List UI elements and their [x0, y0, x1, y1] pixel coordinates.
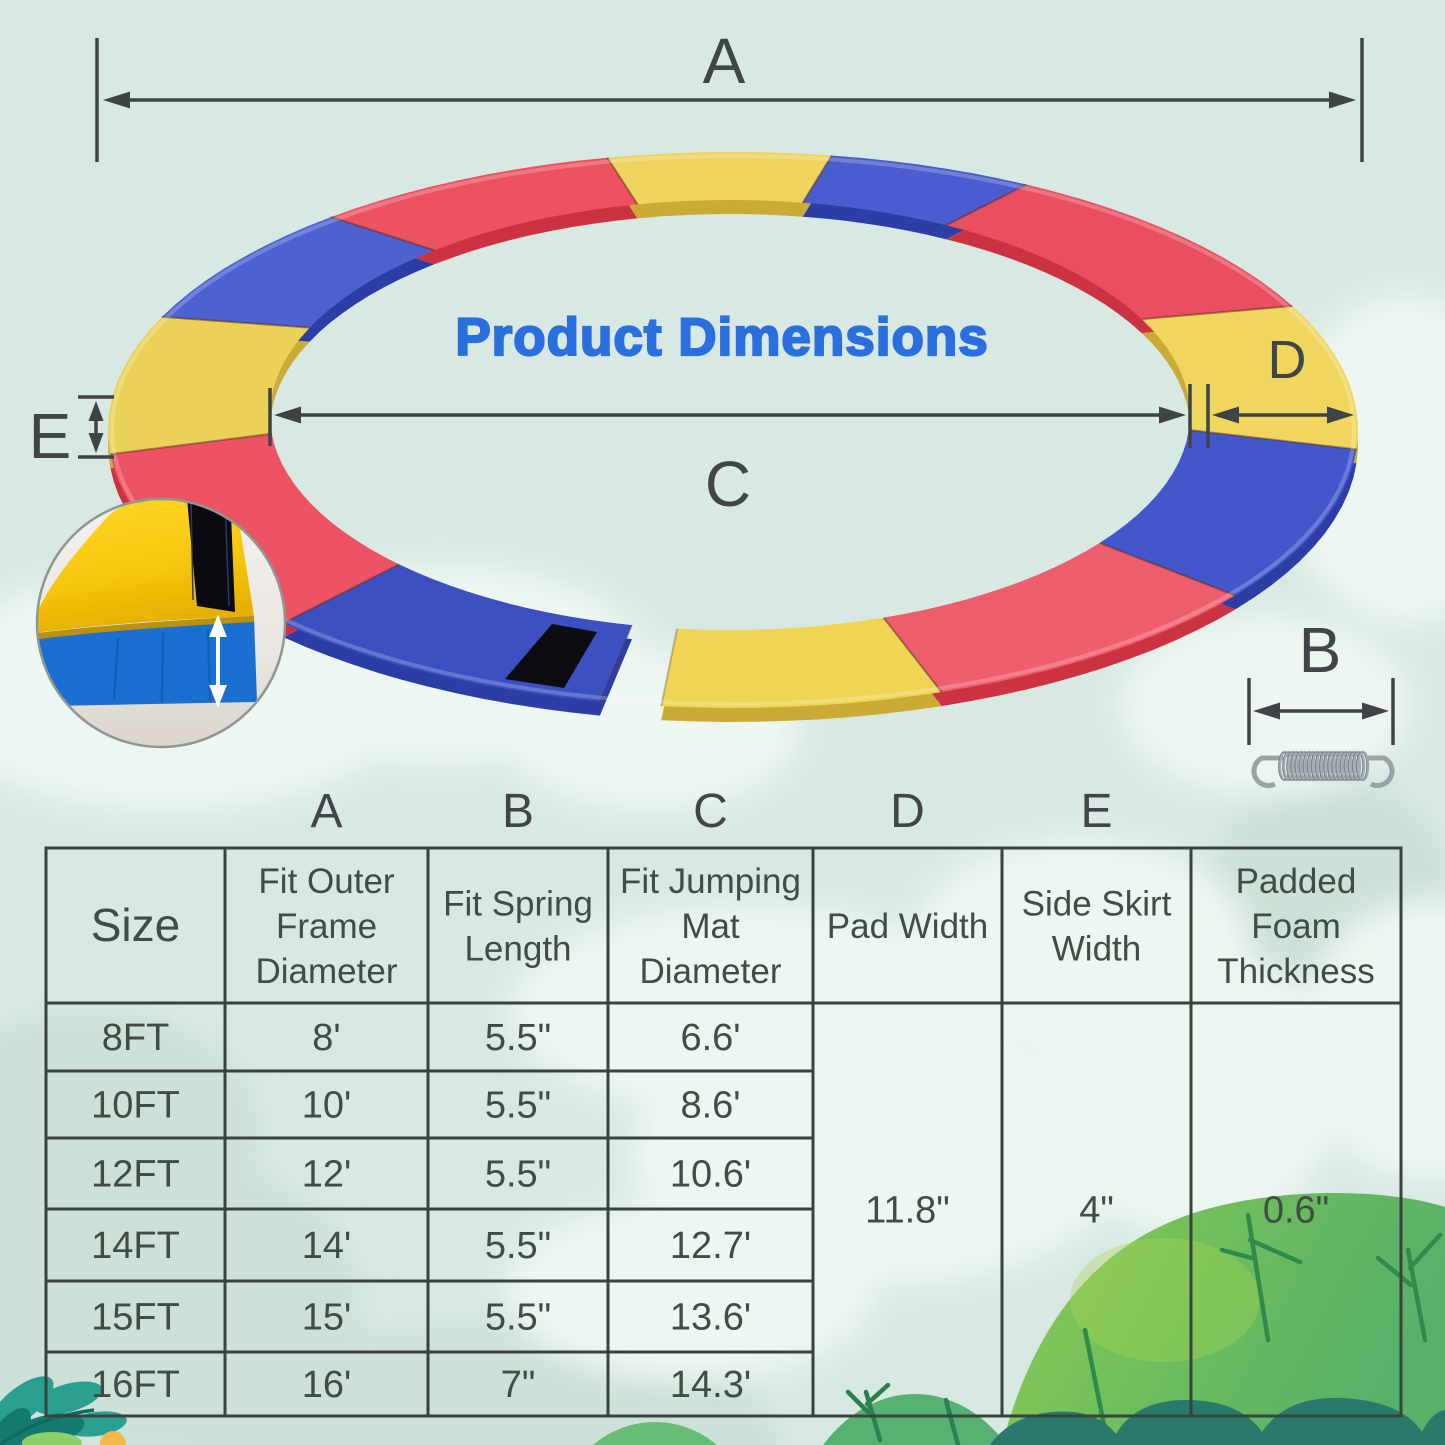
svg-text:12FT: 12FT — [91, 1154, 180, 1196]
svg-text:D: D — [890, 785, 925, 838]
svg-text:Side Skirt: Side Skirt — [1022, 884, 1172, 923]
svg-text:A: A — [703, 25, 746, 97]
svg-text:13.6': 13.6' — [670, 1297, 751, 1339]
svg-text:Diameter: Diameter — [256, 952, 398, 991]
svg-text:C: C — [693, 785, 728, 838]
svg-text:10FT: 10FT — [91, 1085, 180, 1127]
svg-text:5.5": 5.5" — [485, 1225, 551, 1267]
svg-text:15': 15' — [302, 1297, 352, 1339]
svg-text:Foam: Foam — [1251, 907, 1340, 946]
svg-text:Padded: Padded — [1236, 862, 1357, 901]
svg-text:5.5": 5.5" — [485, 1297, 551, 1339]
svg-text:Mat: Mat — [681, 907, 740, 946]
svg-text:C: C — [705, 448, 751, 520]
svg-text:Product Dimensions: Product Dimensions — [455, 308, 988, 367]
svg-text:Length: Length — [464, 929, 571, 968]
svg-text:D: D — [1268, 330, 1307, 390]
svg-text:A: A — [310, 785, 342, 838]
svg-text:5.5": 5.5" — [485, 1085, 551, 1127]
svg-text:12.7': 12.7' — [670, 1225, 751, 1267]
svg-text:Size: Size — [91, 899, 180, 951]
svg-text:16FT: 16FT — [91, 1364, 180, 1406]
svg-text:10.6': 10.6' — [670, 1154, 751, 1196]
svg-text:8FT: 8FT — [102, 1017, 170, 1059]
svg-text:11.8": 11.8" — [865, 1190, 950, 1232]
svg-text:E: E — [1080, 785, 1112, 838]
svg-text:10': 10' — [302, 1085, 352, 1127]
svg-text:16': 16' — [302, 1364, 352, 1406]
svg-text:Fit Outer: Fit Outer — [258, 862, 394, 901]
svg-text:Pad Width: Pad Width — [827, 907, 988, 946]
svg-text:14.3': 14.3' — [670, 1364, 751, 1406]
svg-text:14FT: 14FT — [91, 1225, 180, 1267]
svg-text:B: B — [502, 785, 534, 838]
svg-text:0.6": 0.6" — [1263, 1190, 1329, 1232]
svg-text:Diameter: Diameter — [640, 952, 782, 991]
svg-text:Thickness: Thickness — [1217, 952, 1375, 991]
svg-text:6.6': 6.6' — [680, 1017, 740, 1059]
svg-text:14': 14' — [302, 1225, 352, 1267]
svg-text:5.5": 5.5" — [485, 1154, 551, 1196]
svg-text:Frame: Frame — [276, 907, 377, 946]
svg-text:E: E — [29, 400, 72, 472]
svg-text:15FT: 15FT — [91, 1297, 180, 1339]
svg-text:B: B — [1299, 614, 1342, 686]
svg-text:8': 8' — [312, 1017, 340, 1059]
svg-text:Fit Jumping: Fit Jumping — [620, 862, 801, 901]
svg-text:12': 12' — [302, 1154, 352, 1196]
svg-text:7": 7" — [501, 1364, 536, 1406]
svg-text:4": 4" — [1079, 1190, 1114, 1232]
svg-text:5.5": 5.5" — [485, 1017, 551, 1059]
svg-text:Fit Spring: Fit Spring — [443, 884, 593, 923]
svg-text:Width: Width — [1052, 929, 1141, 968]
svg-text:8.6': 8.6' — [680, 1085, 740, 1127]
